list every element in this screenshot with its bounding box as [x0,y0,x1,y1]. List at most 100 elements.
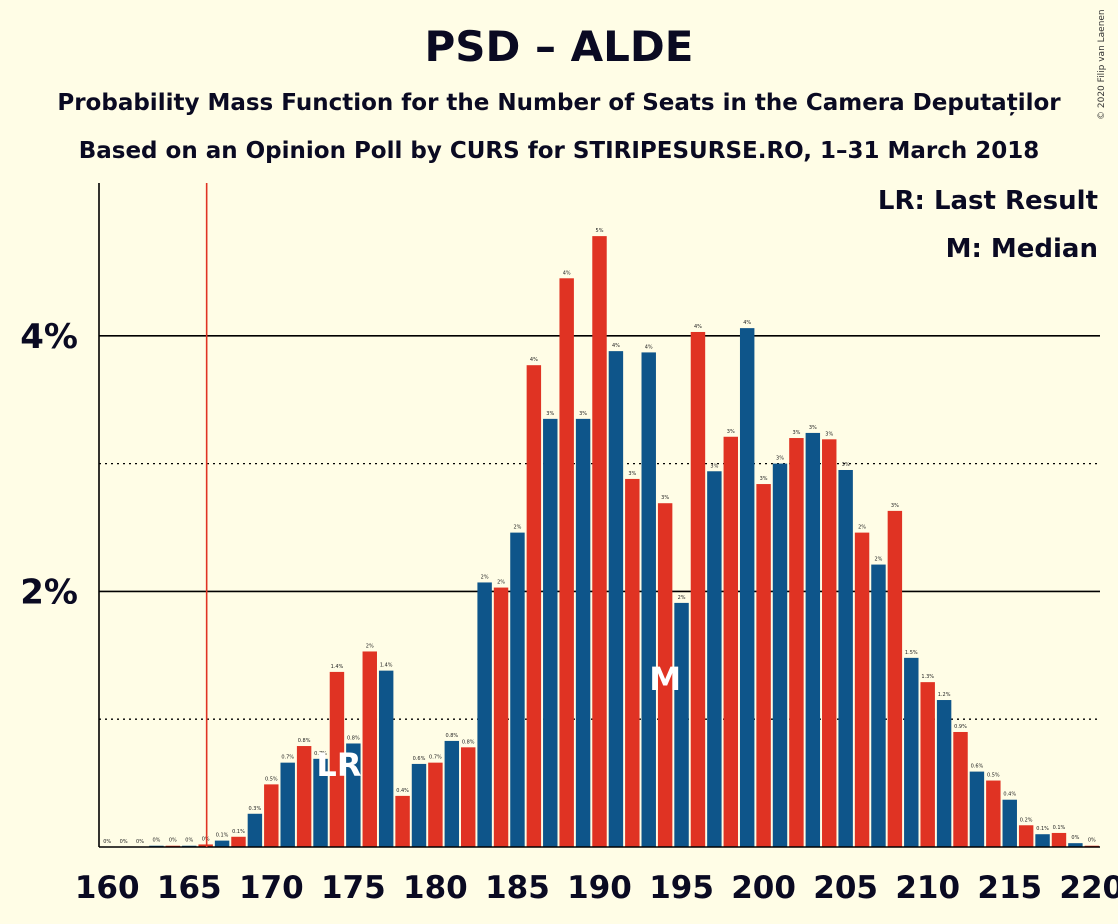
y-tick-label: 4% [20,317,78,357]
chart-title: PSD – ALDE [424,22,694,71]
bar-seat-175 [346,743,361,847]
value-label-seat-168: 0.1% [232,829,245,835]
x-tick-label: 180 [403,870,468,906]
bar-seat-200 [756,484,771,847]
bar-seat-199 [739,328,755,848]
bar-seat-196 [690,331,706,847]
bar-seat-173 [313,758,328,847]
value-label-seat-193: 4% [645,344,653,350]
legend-last-result: LR: Last Result [878,186,1098,216]
bar-seat-219 [1068,843,1083,847]
value-label-seat-177: 1.4% [380,663,393,669]
bar-seat-180 [428,762,443,847]
x-tick-label: 210 [895,870,960,906]
value-label-seat-199: 4% [743,320,751,326]
axes: 2% 4% 160 165 170 175 180 185 190 195 200 205 210 215… [20,183,1118,906]
value-label-seat-205: 3% [842,462,850,468]
bar-seat-208 [887,510,903,847]
value-label-seat-160: 0% [103,839,111,845]
value-label-seat-182: 0.8% [462,739,475,745]
bar-seat-188 [559,278,574,847]
bar-seat-212 [953,731,968,847]
x-tick-label: 190 [567,870,632,906]
y-tick-label: 2% [20,572,78,612]
value-label-seat-170: 0.5% [265,776,278,782]
bar-seat-209 [904,657,919,847]
value-label-seat-209: 1.5% [905,650,918,656]
bar-seat-182 [461,747,476,847]
value-label-seat-206: 2% [858,525,866,531]
value-label-seat-179: 0.6% [413,756,426,762]
value-label-seat-192: 3% [628,471,636,477]
value-label-seat-203: 3% [809,425,817,431]
bar-seat-185 [510,532,525,847]
value-label-seat-162: 0% [136,839,144,845]
value-label-seat-200: 3% [760,476,768,482]
bars [149,236,1100,848]
x-tick-label: 185 [485,870,550,906]
value-label-seat-161: 0% [120,839,128,845]
value-label-seat-211: 1.2% [938,692,951,698]
bar-seat-213 [969,771,985,847]
bar-seat-186 [526,365,542,847]
chart-subtitle-source: Based on an Opinion Poll by CURS for STI… [78,138,1040,164]
value-label-seat-163: 0% [152,838,160,844]
value-label-seat-183: 2% [481,574,489,580]
median-marker: M [649,660,681,698]
bar-seat-215 [1002,799,1017,847]
bar-seat-203 [805,432,821,847]
value-label-seat-218: 0.1% [1053,825,1066,831]
value-label-seat-176: 2% [366,643,374,649]
bar-seat-174 [329,671,345,847]
value-label-seat-172: 0.8% [298,738,311,744]
value-label-seat-165: 0% [185,838,193,844]
legend: LR: Last Result M: Median [878,186,1098,264]
value-label-seat-208: 3% [891,503,899,509]
value-label-seat-194: 3% [661,495,669,501]
value-labels: 0% 0% 0% 0% 0% 0% 0% 0.1% 0.1% 0.3% 0.5% 0.7% 0.8% 0.… [103,228,1096,845]
value-label-seat-219: 0% [1071,835,1079,841]
x-tick-label: 215 [977,870,1042,906]
bar-seat-192 [625,478,640,847]
bar-seat-168 [231,836,246,847]
bar-seat-191 [608,351,624,847]
value-label-seat-178: 0.4% [396,788,409,794]
bar-seat-166 [198,844,213,847]
value-label-seat-204: 3% [825,431,833,437]
bar-seat-179 [411,763,427,847]
value-label-seat-201: 3% [776,456,784,462]
value-label-seat-173: 0.7% [314,751,327,757]
value-label-seat-196: 4% [694,324,702,330]
markers: LR M [205,183,681,847]
bar-seat-218 [1051,832,1067,847]
bar-seat-184 [493,587,509,847]
x-tick-label: 200 [731,870,796,906]
bar-seat-170 [264,784,279,847]
bar-seat-176 [362,651,377,847]
bar-seat-177 [378,670,394,847]
x-tick-label: 170 [239,870,304,906]
value-label-seat-190: 5% [596,228,604,234]
value-label-seat-181: 0.8% [445,733,458,739]
bar-seat-204 [822,439,837,847]
value-label-seat-207: 2% [874,557,882,563]
value-label-seat-191: 4% [612,343,620,349]
value-label-seat-175: 0.8% [347,735,360,741]
value-label-seat-169: 0.3% [249,806,262,812]
value-label-seat-174: 1.4% [331,664,344,670]
value-label-seat-212: 0.9% [954,724,967,730]
chart-subtitle: Probability Mass Function for the Number… [57,90,1061,116]
bar-seat-217 [1035,834,1050,847]
bar-seat-187 [543,418,558,847]
bar-seat-169 [247,813,263,847]
bar-seat-211 [936,700,952,847]
x-tick-label: 195 [649,870,714,906]
bar-seat-181 [444,740,460,847]
value-label-seat-198: 3% [727,429,735,435]
value-label-seat-184: 2% [497,580,505,586]
value-label-seat-171: 0.7% [281,755,294,761]
bar-seat-193 [641,352,656,847]
x-tick-label: 160 [75,870,140,906]
value-label-seat-220: 0% [1088,838,1096,844]
